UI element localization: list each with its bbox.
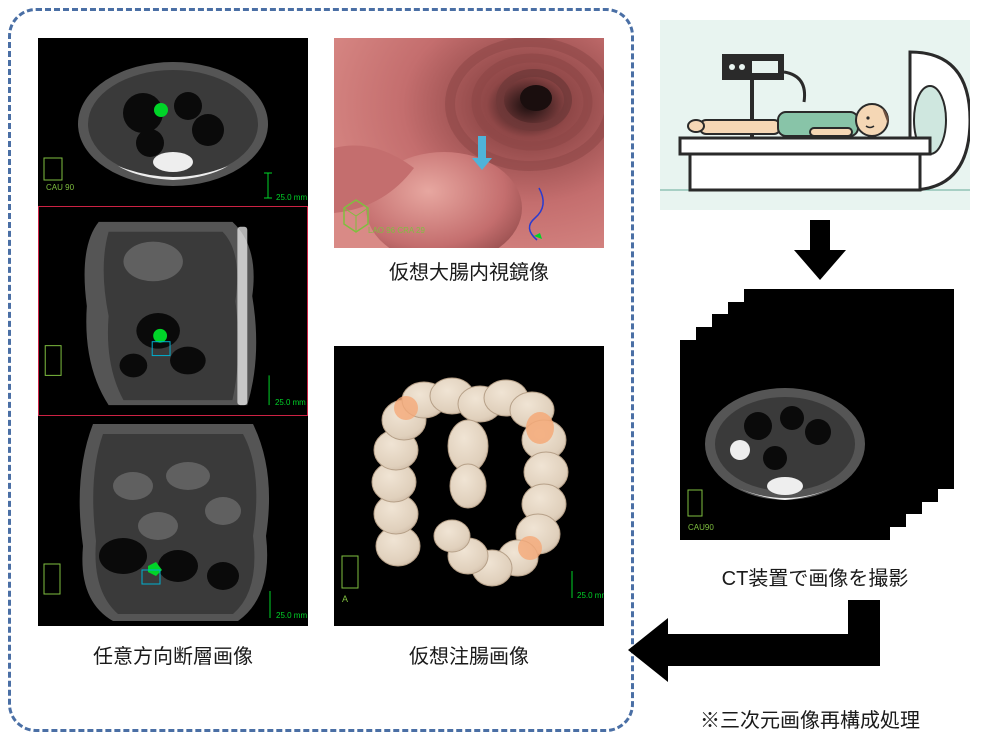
- orient-text: CAU 90: [46, 183, 75, 192]
- enema-label: 仮想注腸画像: [334, 640, 604, 669]
- mpr-sagittal-view: 25.0 mm: [38, 206, 308, 416]
- mpr-label: 任意方向断層画像: [38, 640, 308, 669]
- endoscopy-label: 仮想大腸内視鏡像: [334, 256, 604, 285]
- svg-text:LAO 96 CRA 29: LAO 96 CRA 29: [368, 226, 425, 235]
- mpr-axial-view: 25.0 mm CAU 90: [38, 38, 308, 206]
- arrow-images-to-recon: [628, 600, 888, 700]
- virtual-enema-view: A 25.0 mm: [334, 346, 604, 626]
- arrow-scan-to-images: [790, 220, 850, 280]
- ruler-text: 25.0 mm: [276, 193, 307, 202]
- svg-text:A: A: [342, 594, 348, 604]
- svg-text:25.0 mm: 25.0 mm: [577, 591, 604, 600]
- svg-text:25.0 mm: 25.0 mm: [275, 398, 306, 407]
- ct-slice: CAU90: [680, 340, 890, 540]
- virtual-colonoscopy-view: LAO 96 CRA 29: [334, 38, 604, 248]
- svg-text:CAU90: CAU90: [688, 523, 714, 532]
- ct-scanner-illustration: [660, 20, 970, 210]
- ct-acquisition-label: CT装置で画像を撮影: [680, 562, 950, 591]
- svg-text:25.0 mm: 25.0 mm: [276, 611, 307, 620]
- ct-image-stack: CAU90CAU90CAU90CAU90CAU90: [680, 290, 950, 550]
- mpr-coronal-view: 25.0 mm: [38, 416, 308, 626]
- reconstruction-note-label: ※三次元画像再構成処理: [700, 704, 980, 733]
